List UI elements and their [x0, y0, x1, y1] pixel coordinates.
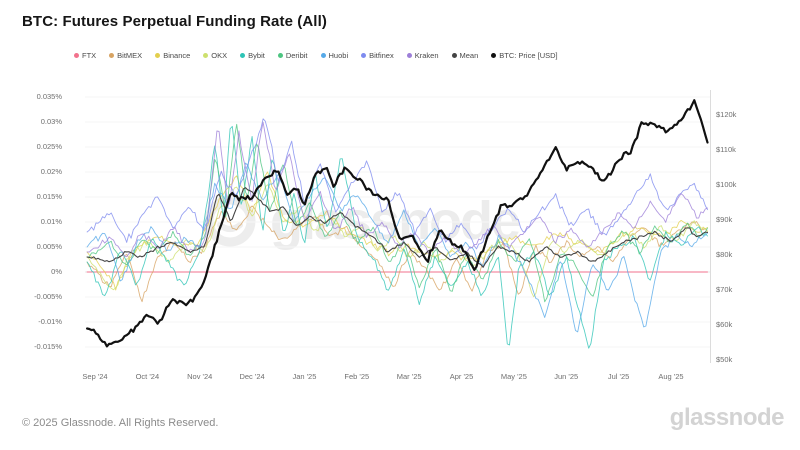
legend-dot: [74, 53, 79, 58]
legend-item-kraken[interactable]: Kraken: [406, 51, 439, 60]
series-line-huobi: [86, 162, 708, 333]
x-tick-label: May '25: [500, 372, 527, 381]
legend-item-btc-price-usd-[interactable]: BTC: Price [USD]: [491, 51, 558, 60]
legend-item-bitmex[interactable]: BitMEX: [109, 51, 142, 60]
x-tick-label: Oct '24: [135, 372, 160, 381]
y-right-tick-label: $80k: [716, 250, 733, 259]
legend-item-bybit[interactable]: Bybit: [240, 51, 265, 60]
chart-legend: FTX BitMEX Binance OKX Bybit Deribit Huobi Bitf…: [74, 51, 558, 60]
y-left-tick-label: 0.035%: [36, 92, 62, 101]
y-left-tick-label: 0.01%: [40, 217, 62, 226]
series-line-deribit: [86, 123, 708, 303]
y-right-tick-label: $100k: [716, 180, 737, 189]
legend-dot: [491, 53, 497, 58]
legend-dot: [277, 53, 283, 58]
legend-item-binance[interactable]: Binance: [155, 51, 190, 60]
legend-item-bitfinex[interactable]: Bitfinex: [361, 51, 394, 60]
y-left-tick-label: 0.015%: [36, 192, 62, 201]
legend-label: Deribit: [285, 51, 308, 60]
right-axis-line: [710, 90, 711, 363]
legend-label: FTX: [82, 51, 97, 60]
y-left-tick-label: 0.005%: [36, 242, 62, 251]
footer-brand-logo: glassnode: [669, 404, 785, 431]
legend-label: Binance: [163, 51, 191, 60]
x-tick-label: Mar '25: [396, 372, 422, 381]
x-tick-label: Dec '24: [239, 372, 265, 381]
y-right-tick-label: $60k: [716, 320, 733, 329]
legend-label: BTC: Price [USD]: [499, 51, 558, 60]
legend-dot: [451, 53, 457, 58]
footer-copyright: © 2025 Glassnode. All Rights Reserved.: [22, 417, 219, 429]
series-line-bitmex: [86, 205, 708, 303]
page-title: BTC: Futures Perpetual Funding Rate (All…: [22, 13, 327, 30]
legend-label: Kraken: [414, 51, 439, 60]
legend-item-deribit[interactable]: Deribit: [277, 51, 308, 60]
y-left-tick-label: -0.005%: [34, 292, 62, 301]
x-tick-label: Jan '25: [292, 372, 317, 381]
y-right-tick-label: $70k: [716, 285, 733, 294]
legend-item-huobi[interactable]: Huobi: [320, 51, 349, 60]
y-left-tick-label: 0.025%: [36, 142, 62, 151]
x-tick-label: Apr '25: [449, 372, 474, 381]
legend-dot: [155, 53, 161, 58]
y-left-tick-label: -0.01%: [38, 317, 62, 326]
y-right-tick-label: $90k: [716, 215, 733, 224]
series-line-btc-price-usd-: [86, 99, 709, 348]
legend-label: Mean: [459, 51, 479, 60]
legend-item-ftx[interactable]: FTX: [74, 51, 96, 60]
y-left-tick-label: 0.02%: [40, 167, 62, 176]
legend-dot: [320, 53, 326, 58]
y-left-tick-label: -0.015%: [34, 342, 62, 351]
y-right-tick-label: $50k: [716, 355, 733, 364]
x-tick-label: Jul '25: [607, 372, 630, 381]
y-right-tick-label: $120k: [716, 110, 737, 119]
series-line-binance: [86, 171, 708, 291]
legend-label: OKX: [211, 51, 228, 60]
x-tick-label: Sep '24: [82, 372, 108, 381]
legend-dot: [406, 53, 412, 58]
series-line-bitfinex: [86, 118, 708, 250]
series-line-kraken: [86, 121, 708, 257]
legend-label: Huobi: [328, 51, 349, 60]
x-tick-label: Feb '25: [344, 372, 370, 381]
legend-label: Bitfinex: [369, 51, 394, 60]
legend-dot: [361, 53, 367, 58]
legend-item-mean[interactable]: Mean: [451, 51, 479, 60]
y-left-tick-label: 0%: [51, 267, 62, 276]
y-left-tick-label: 0.03%: [40, 117, 62, 126]
legend-label: BitMEX: [117, 51, 143, 60]
legend-dot: [109, 53, 115, 58]
funding-rate-chart[interactable]: [85, 90, 710, 363]
legend-label: Bybit: [248, 51, 265, 60]
y-right-tick-label: $110k: [716, 145, 736, 154]
legend-item-okx[interactable]: OKX: [203, 51, 227, 60]
legend-dot: [203, 53, 209, 58]
x-tick-label: Aug '25: [658, 372, 684, 381]
x-tick-label: Nov '24: [187, 372, 213, 381]
x-tick-label: Jun '25: [554, 372, 579, 381]
legend-dot: [240, 53, 246, 58]
series-line-mean: [86, 187, 709, 268]
